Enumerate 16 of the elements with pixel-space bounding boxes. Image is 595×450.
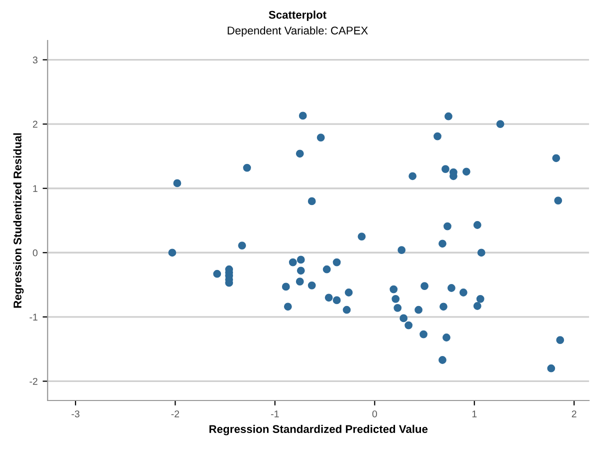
- x-tick-label: -1: [271, 410, 279, 418]
- x-tick-label: 0: [372, 410, 377, 418]
- x-tick-label: 1: [472, 410, 477, 418]
- y-tick-label: -2: [30, 378, 38, 385]
- x-tick-label: -2: [171, 410, 180, 418]
- y-tick-label: 1: [33, 185, 38, 192]
- y-tick-label: 2: [32, 120, 38, 128]
- chart-subtitle: Dependent Variable: CAPEX: [228, 26, 368, 37]
- x-tick-label: 2: [572, 410, 576, 418]
- y-axis-title: Regression Studentized Residual: [13, 133, 24, 308]
- chart-title: Scatterplot: [268, 10, 326, 21]
- y-tick-label: 3: [32, 56, 38, 64]
- x-tick-label: -3: [72, 410, 80, 418]
- y-tick-label: -1: [30, 314, 38, 320]
- x-axis-title: Regression Standardized Predicted Value: [209, 424, 428, 436]
- y-tick-label: 0: [32, 249, 38, 256]
